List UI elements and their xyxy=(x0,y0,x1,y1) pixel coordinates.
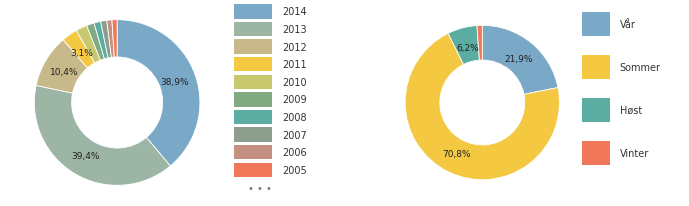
Wedge shape xyxy=(405,34,559,180)
Text: Høst: Høst xyxy=(619,105,642,115)
Text: 2013: 2013 xyxy=(282,25,307,35)
Bar xyxy=(234,110,272,125)
Text: 38,9%: 38,9% xyxy=(161,78,189,87)
Wedge shape xyxy=(477,26,482,61)
Wedge shape xyxy=(36,41,88,94)
Text: • • •: • • • xyxy=(248,184,272,193)
Wedge shape xyxy=(63,31,94,69)
Text: 70,8%: 70,8% xyxy=(443,150,471,158)
Wedge shape xyxy=(94,22,108,60)
Bar xyxy=(582,13,610,37)
Bar xyxy=(234,40,272,55)
Wedge shape xyxy=(117,21,200,166)
Bar xyxy=(582,98,610,122)
Text: 2011: 2011 xyxy=(282,60,307,70)
Text: 2012: 2012 xyxy=(282,42,307,52)
Wedge shape xyxy=(448,26,480,65)
Text: 3,1%: 3,1% xyxy=(70,49,93,58)
Text: 39,4%: 39,4% xyxy=(72,151,100,160)
Text: 2009: 2009 xyxy=(282,95,307,105)
Text: Sommer: Sommer xyxy=(619,63,661,73)
Text: Vår: Vår xyxy=(619,20,635,30)
Bar xyxy=(234,75,272,90)
Text: Vinter: Vinter xyxy=(619,148,649,158)
Text: 2007: 2007 xyxy=(282,130,307,140)
Text: 2005: 2005 xyxy=(282,165,307,175)
Text: 2014: 2014 xyxy=(282,7,307,17)
Wedge shape xyxy=(34,86,170,185)
Bar xyxy=(234,128,272,142)
Text: 2008: 2008 xyxy=(282,112,307,122)
Wedge shape xyxy=(76,26,101,64)
Bar xyxy=(234,23,272,37)
Wedge shape xyxy=(87,24,105,61)
Bar xyxy=(234,163,272,177)
Text: 10,4%: 10,4% xyxy=(50,68,79,76)
Text: 21,9%: 21,9% xyxy=(504,55,533,64)
Wedge shape xyxy=(112,21,117,58)
Bar xyxy=(582,56,610,80)
Text: 2006: 2006 xyxy=(282,147,307,157)
Wedge shape xyxy=(101,21,112,59)
Bar xyxy=(234,93,272,107)
Bar xyxy=(582,141,610,165)
Wedge shape xyxy=(107,21,114,58)
Bar xyxy=(234,5,272,20)
Wedge shape xyxy=(482,26,558,95)
Bar xyxy=(234,145,272,160)
Text: 2010: 2010 xyxy=(282,77,307,87)
Text: 6,2%: 6,2% xyxy=(456,44,479,53)
Bar xyxy=(234,58,272,72)
